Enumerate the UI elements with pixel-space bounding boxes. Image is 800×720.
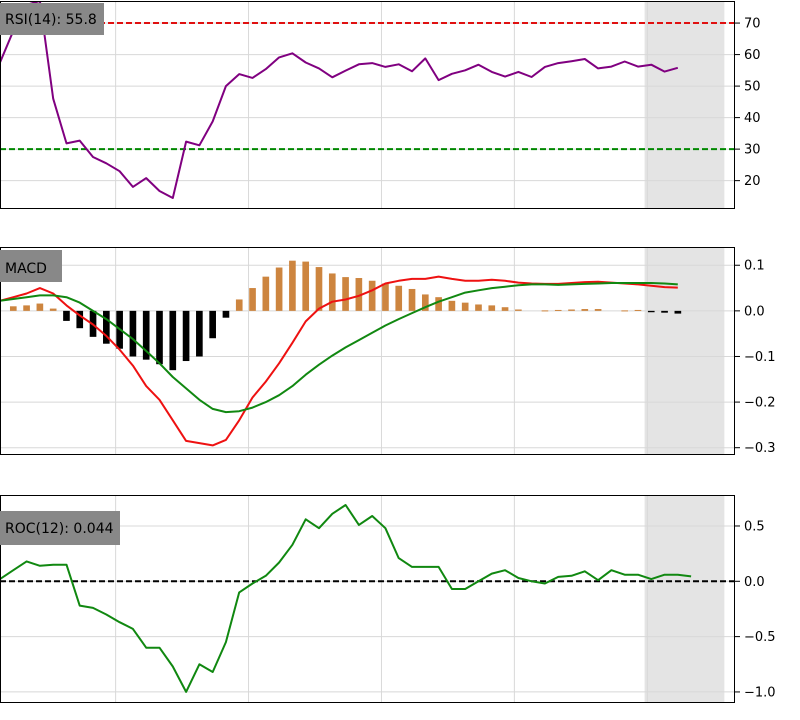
macd-histogram-bar — [408, 288, 416, 311]
macd-histogram-bar — [23, 305, 30, 311]
rsi-plot-area — [0, 1, 735, 199]
roc-frame — [0, 495, 735, 703]
macd-plot-area — [0, 260, 682, 447]
macd-ytick-label: 0.0 — [744, 304, 765, 319]
roc-ytick-label: 0.0 — [744, 575, 765, 590]
macd-histogram-bar — [302, 261, 310, 311]
macd-histogram-bar — [448, 300, 456, 311]
macd-histogram-bar — [36, 303, 44, 311]
macd-highlight-band — [644, 247, 725, 455]
macd-histogram-bar — [235, 299, 243, 311]
macd-line — [0, 275, 678, 447]
rsi-ytick-label: 30 — [744, 143, 761, 158]
roc-plot-area — [0, 504, 735, 693]
macd-histogram-bar — [581, 309, 589, 311]
rsi-ytick-label: 60 — [744, 48, 761, 63]
rsi-ytick-label: 70 — [744, 17, 761, 32]
macd-histogram-bar — [594, 309, 602, 311]
macd-histogram-bar — [129, 310, 137, 357]
roc-tag-box — [0, 511, 120, 545]
macd-histogram-bar — [169, 310, 177, 371]
macd-tag-box — [0, 250, 62, 282]
macd-frame — [0, 247, 735, 455]
macd-ytick-label: −0.1 — [744, 350, 776, 365]
macd-tag-label: MACD — [5, 261, 47, 277]
roc-highlight-band — [644, 495, 725, 703]
rsi-tag-label: RSI(14): 55.8 — [5, 12, 97, 28]
roc-ytick-label: 0.5 — [744, 519, 765, 534]
rsi-frame — [0, 1, 735, 209]
macd-histogram-bar — [475, 304, 482, 311]
macd-histogram-bar — [328, 273, 336, 311]
macd-histogram-bar — [9, 306, 17, 311]
macd-histogram-bar — [262, 276, 270, 311]
macd-ytick-label: −0.3 — [744, 441, 776, 456]
macd-histogram-bar — [568, 309, 575, 311]
macd-ytick-label: 0.1 — [744, 259, 765, 274]
macd-histogram-bar — [103, 310, 110, 344]
macd-histogram-bar — [488, 305, 496, 311]
macd-histogram-bar — [182, 310, 190, 362]
macd-histogram-bar — [289, 260, 296, 311]
macd-histogram-bar — [382, 283, 389, 311]
macd-histogram-bar — [515, 309, 522, 311]
rsi-ytick-label: 50 — [744, 80, 761, 95]
macd-ytick-label: −0.2 — [744, 396, 776, 411]
macd-histogram-bar — [196, 310, 203, 357]
macd-histogram-bar — [355, 278, 363, 311]
macd-histogram-bar — [49, 308, 57, 311]
rsi-tag-box — [0, 3, 104, 35]
macd-histogram-bar — [674, 310, 682, 314]
rsi-highlight-band — [644, 1, 725, 209]
macd-histogram-bar — [156, 310, 163, 365]
rsi-line — [0, 1, 679, 199]
macd-panel: −0.3 −0.2 −0.1 0.0 0.1 MACD — [0, 247, 776, 456]
macd-histogram-bar — [461, 302, 469, 311]
macd-histogram-bar — [541, 310, 549, 312]
macd-histogram-bar — [222, 310, 230, 318]
macd-histogram-bar — [421, 294, 429, 311]
macd-histogram-bar — [315, 267, 323, 311]
signal-line — [0, 282, 678, 414]
roc-tag-label: ROC(12): 0.044 — [5, 521, 114, 537]
macd-histogram-bar — [554, 309, 562, 311]
roc-line — [0, 504, 692, 693]
macd-histogram-bar — [634, 309, 642, 311]
macd-histogram-bar — [368, 280, 376, 311]
roc-panel: −1.0 −0.5 0.0 0.5 ROC(12): 0.044 — [0, 495, 776, 703]
macd-histogram-bar — [63, 310, 70, 321]
macd-histogram-bar — [661, 310, 668, 313]
roc-ytick-label: −1.0 — [744, 685, 776, 700]
roc-ytick-label: −0.5 — [744, 630, 776, 645]
macd-histogram-bar — [342, 277, 349, 311]
macd-histogram-bar — [76, 310, 84, 329]
macd-histogram-bar — [435, 297, 442, 311]
macd-histogram-bar — [275, 267, 283, 311]
rsi-ytick-label: 20 — [744, 174, 761, 189]
macd-histogram-bar — [142, 310, 150, 360]
macd-histogram-bar — [249, 288, 256, 311]
rsi-ytick-label: 40 — [744, 111, 761, 126]
macd-histogram-bar — [209, 310, 216, 339]
macd-histogram-bar — [647, 310, 655, 313]
macd-histogram-bar — [501, 307, 509, 311]
macd-histogram-bar — [621, 310, 629, 312]
rsi-panel: 20 30 40 50 60 70 RSI(14): 55.8 — [0, 1, 761, 209]
macd-histogram-bar — [395, 285, 403, 311]
